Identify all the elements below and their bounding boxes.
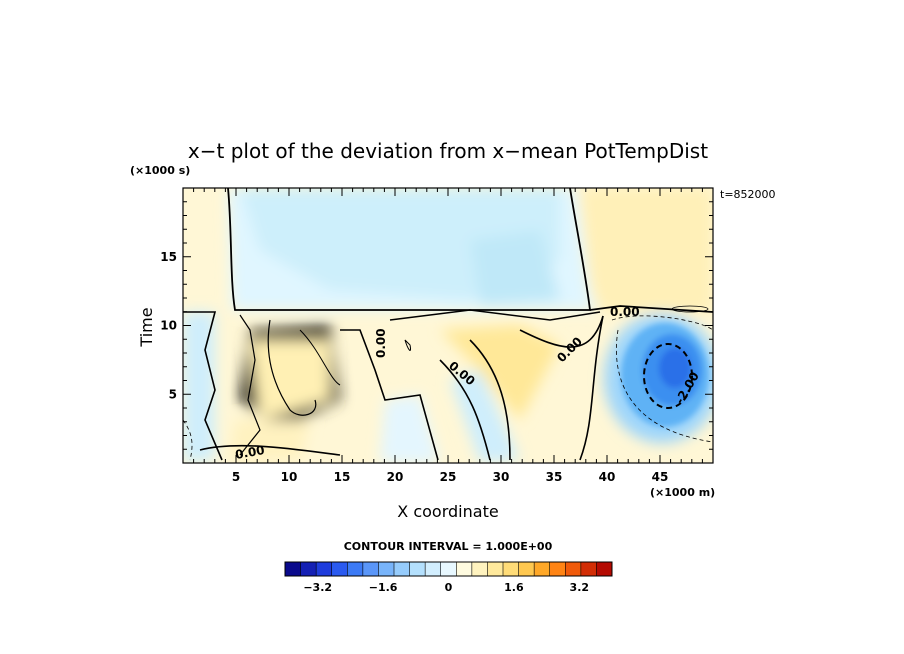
x-tick-label: 35: [546, 470, 563, 484]
colorbar-swatch: [456, 562, 473, 576]
colorbar-swatch: [440, 562, 457, 576]
colorbar-swatch: [331, 562, 348, 576]
shaded-field: [183, 188, 713, 463]
x-axis-label: X coordinate: [397, 502, 498, 521]
contour-label: 0.00: [374, 328, 388, 358]
x-unit-label: (×1000 m): [650, 486, 715, 499]
colorbar-frame: [284, 561, 613, 577]
colorbar-tick-label: 1.6: [504, 581, 524, 594]
colorbar-swatch: [409, 562, 426, 576]
y-unit-label: (×1000 s): [130, 164, 190, 177]
colorbar-swatch: [565, 562, 582, 576]
colorbar-swatch: [580, 562, 597, 576]
x-tick-label: 20: [387, 470, 404, 484]
x-tick-label: 5: [232, 470, 240, 484]
colorbar-tick-label: −3.2: [303, 581, 332, 594]
colorbar-swatch: [285, 562, 302, 576]
colorbar-swatch: [487, 562, 504, 576]
colorbar-swatch: [549, 562, 566, 576]
contour-interval-label: CONTOUR INTERVAL = 1.000E+00: [344, 540, 553, 553]
colorbar-tick-label: 3.2: [570, 581, 590, 594]
colorbar-tick-label: 0: [445, 581, 453, 594]
timestamp-label: t=852000: [720, 188, 776, 201]
contour-label: 0.00: [610, 305, 640, 319]
colorbar-swatch: [596, 562, 613, 576]
colorbar-swatch: [503, 562, 520, 576]
colorbar-swatch: [316, 562, 333, 576]
chart-title: x−t plot of the deviation from x−mean Po…: [188, 139, 708, 163]
y-tick-label: 10: [160, 319, 177, 333]
contour-lines: [183, 188, 713, 461]
colorbar-swatch: [534, 562, 551, 576]
x-tick-label: 45: [652, 470, 669, 484]
colorbar-swatch: [425, 562, 442, 576]
axis-ticks: 5 10 15 20 25 30 35 40 45 5 10 15: [160, 188, 713, 484]
colorbar-swatch: [347, 562, 364, 576]
x-tick-label: 15: [334, 470, 351, 484]
colorbar-swatch: [518, 562, 535, 576]
colorbar-tick-label: −1.6: [369, 581, 398, 594]
x-tick-label: 30: [493, 470, 510, 484]
colorbar-swatch: [394, 562, 411, 576]
x-tick-label: 25: [440, 470, 457, 484]
colorbar-swatch: [471, 562, 488, 576]
contour-label: 0.00: [234, 443, 266, 462]
x-tick-label: 40: [599, 470, 616, 484]
colorbar-swatch: [362, 562, 379, 576]
x-tick-label: 10: [281, 470, 298, 484]
y-tick-label: 15: [160, 250, 177, 264]
y-tick-label: 5: [169, 387, 177, 401]
colorbar-swatch: [378, 562, 395, 576]
colorbar-swatch: [300, 562, 317, 576]
y-axis-label: Time: [137, 307, 156, 347]
colorbar: −3.2 −1.6 0 1.6 3.2: [284, 561, 613, 594]
